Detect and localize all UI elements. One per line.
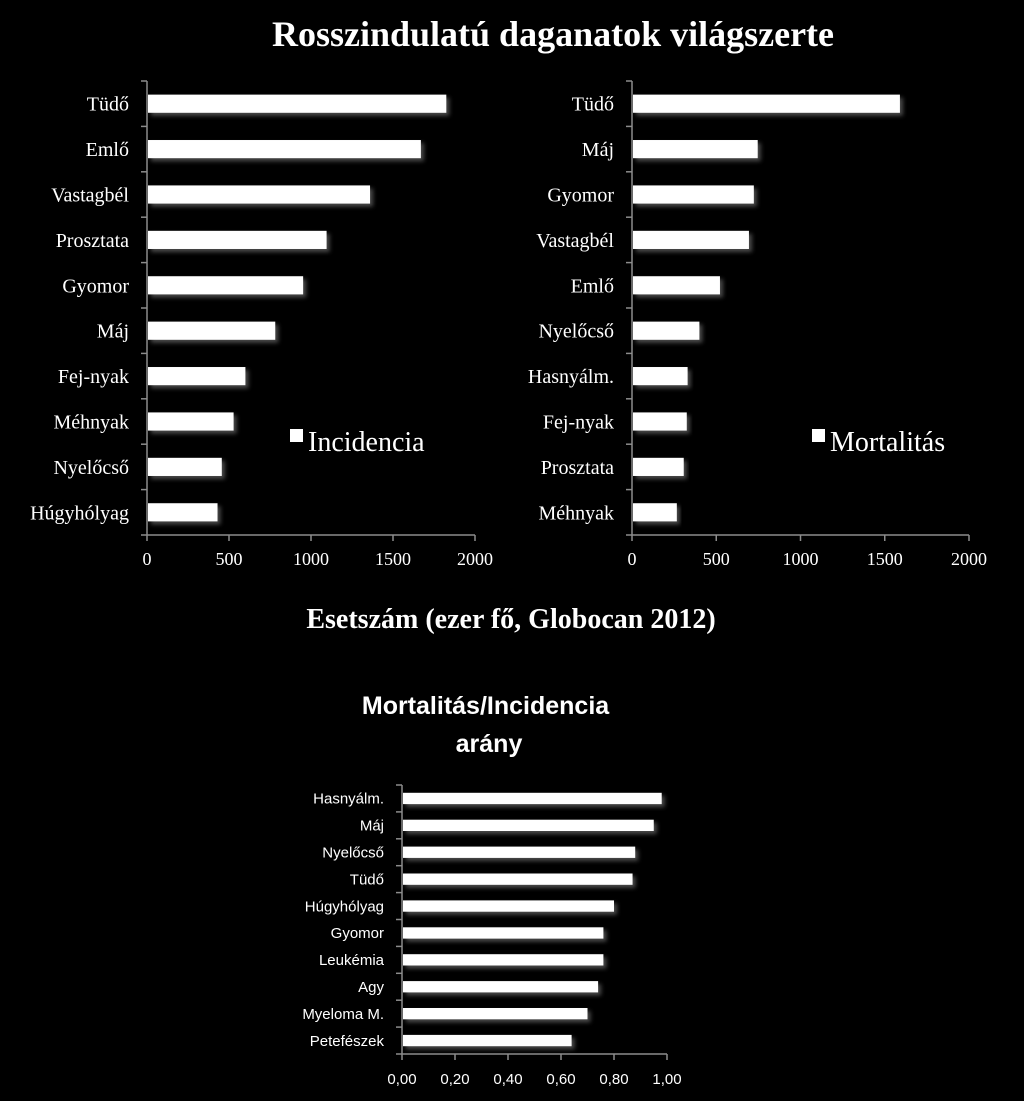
bar [633,230,749,249]
category-label: Emlő [86,139,129,161]
x-tick-label: 1,00 [652,1071,681,1088]
category-label: Húgyhólyag [305,898,384,915]
x-tick-label: 0,20 [440,1071,469,1088]
x-tick-label: 1500 [375,549,411,569]
category-label: Prosztata [56,230,129,252]
category-label: Máj [582,139,614,161]
mortality-chart: Tüdő Máj Gyomor Vastagbél Emlő Nyelőcső Hasnyá… [528,80,987,569]
category-label: Vastagbél [51,185,129,207]
bar [403,792,662,805]
x-tick-label: 0 [628,549,637,569]
x-tick-label: 500 [703,549,730,569]
category-label: Vastagbél [536,230,614,252]
x-tick-label: 2000 [951,549,987,569]
bar [403,873,633,885]
bar [633,503,677,522]
ratio-chart-title-line-1: Mortalitás/Incidencia [362,692,610,720]
bar [148,367,246,386]
x-tick-label: 0,60 [546,1071,575,1088]
x-tick-label: 0 [143,549,152,569]
category-label: Méhnyak [538,502,614,524]
bar [148,230,327,249]
category-label: Nyelőcső [538,321,614,343]
category-label: Fej-nyak [543,412,614,434]
category-label: Nyelőcső [53,457,129,479]
x-tick-label: 2000 [457,549,493,569]
x-tick-label: 1000 [783,549,819,569]
bar [148,503,218,522]
bar [403,1008,588,1020]
shared-x-axis-label: Esetszám (ezer fő, Globocan 2012) [306,604,715,635]
category-label: Gyomor [62,275,129,297]
category-label: Gyomor [331,925,384,942]
bar [403,954,604,966]
ratio-chart-title-line-2: arány [456,730,523,758]
legend-label: Mortalitás [830,427,945,458]
bar [148,140,421,159]
bar [403,900,614,912]
x-tick-label: 1500 [867,549,903,569]
x-tick-label: 0,80 [599,1071,628,1088]
category-label: Leukémia [319,952,385,969]
bar [633,321,700,340]
bar [403,846,636,858]
incidence-chart: Tüdő Emlő Vastagbél Prosztata Gyomor Máj Fej-n… [30,80,493,569]
category-label: Máj [360,818,384,835]
category-label: Tüdő [350,871,384,888]
category-label: Tüdő [572,94,614,116]
legend-swatch [812,429,825,442]
legend-label: Incidencia [308,427,425,458]
bar [633,457,684,476]
bar [633,276,720,295]
x-tick-label: 500 [216,549,243,569]
bar [633,94,900,113]
bar [403,981,599,993]
category-label: Prosztata [541,457,614,479]
legend-swatch [290,429,303,442]
x-tick-label: 0,00 [387,1071,416,1088]
category-label: Emlő [571,275,614,297]
x-tick-label: 0,40 [493,1071,522,1088]
category-label: Méhnyak [53,412,129,434]
category-label: Tüdő [87,94,129,116]
bar [148,457,222,476]
bar [148,94,447,113]
bar [633,140,758,159]
bar [633,185,754,204]
ratio-chart-title: Mortalitás/Incidencia arány [362,692,616,758]
category-label: Nyelőcső [322,845,384,862]
category-label: Hasnyálm. [313,791,384,808]
category-label: Hasnyálm. [528,366,614,388]
bar [148,412,234,431]
category-label: Petefészek [310,1033,385,1050]
bar [633,412,687,431]
bar [148,276,304,295]
bar [403,1034,572,1047]
ratio-chart: Hasnyálm. Máj Nyelőcső Tüdő Húgyhólyag Gyomor… [302,784,682,1088]
page-title: Rosszindulatú daganatok világszerte [272,14,834,54]
bar [148,185,371,204]
category-label: Myeloma M. [302,1006,384,1023]
category-label: Máj [97,321,129,343]
category-label: Agy [358,979,384,996]
category-label: Fej-nyak [58,366,129,388]
x-tick-label: 1000 [293,549,329,569]
bar [633,367,688,386]
bar [403,819,654,831]
bar [148,321,276,340]
category-label: Húgyhólyag [30,502,129,524]
bar [403,927,604,939]
category-label: Gyomor [547,185,614,207]
